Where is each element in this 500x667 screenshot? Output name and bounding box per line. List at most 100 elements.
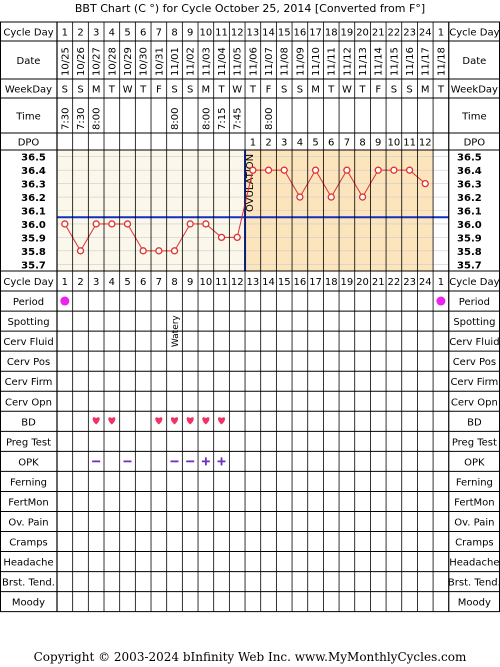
cycle_day-cell: 1 [62, 28, 68, 39]
dpo-cell: 11 [403, 138, 416, 149]
weekday-cell: T [249, 85, 257, 96]
row-label-time: Time [15, 112, 40, 123]
y-tick-label: 36.3 [21, 180, 46, 191]
date-cell: 10/27 [92, 47, 103, 76]
dpo-cell: 5 [312, 138, 318, 149]
row-label-right-time: Time [461, 112, 486, 123]
weekday-cell: T [108, 85, 116, 96]
dpo-cell: 9 [375, 138, 381, 149]
cycle-day-cell: 7 [156, 277, 162, 288]
cycle-day-cell: 24 [419, 277, 432, 288]
row-label-cycle-day: Cycle Day [3, 277, 53, 288]
date-cell: 10/28 [107, 47, 118, 76]
cycle_day-cell: 23 [403, 28, 416, 39]
row-label-right-cerv-opn: Cerv Opn [451, 397, 498, 408]
y-tick-label-right: 35.8 [457, 247, 482, 258]
row-label-right-moody: Moody [458, 598, 491, 609]
row-label-fertmon: FertMon [8, 497, 48, 508]
row-label-bd: BD [21, 417, 36, 428]
temperature-point [390, 166, 398, 174]
temperature-point [264, 166, 273, 174]
row-label-right-brst-tend-: Brst. Tend. [448, 578, 500, 589]
cycle-day-cell: 22 [388, 277, 401, 288]
y-tick-label-right: 35.9 [457, 233, 482, 244]
y-tick-label: 36.2 [21, 193, 46, 204]
chart-title: BBT Chart (C °) for Cycle October 25, 20… [74, 2, 426, 15]
y-tick-label: 35.8 [21, 247, 46, 258]
weekday-cell: F [266, 85, 272, 96]
cycle_day-cell: 18 [325, 28, 338, 39]
cycle_day-cell: 15 [278, 28, 291, 39]
cycle_day-cell: 20 [356, 28, 369, 39]
cycle-day-cell: 1 [438, 277, 444, 288]
y-tick-label-right: 36.4 [457, 166, 482, 177]
cycle_day-cell: 21 [372, 28, 385, 39]
row-label-dpo: DPO [18, 138, 40, 149]
cycle-day-cell: 14 [262, 277, 275, 288]
bd-heart-icon [186, 417, 194, 425]
bd-heart-icon [155, 417, 163, 425]
weekday-cell: S [187, 85, 193, 96]
date-cell: 11/05 [233, 47, 244, 76]
period-dot [436, 296, 446, 306]
date-cell: 11/04 [217, 47, 228, 76]
cycle-day-cell: 5 [124, 277, 130, 288]
y-tick-label-right: 36.0 [457, 220, 482, 231]
date-cell: 11/06 [248, 47, 259, 76]
cycle-day-cell: 11 [215, 277, 228, 288]
cycle-day-cell: 9 [187, 277, 193, 288]
y-tick-label: 36.5 [21, 153, 46, 164]
y-tick-label-right: 36.5 [457, 153, 482, 164]
weekday-cell: S [297, 85, 303, 96]
cycle_day-cell: 6 [140, 28, 146, 39]
temperature-point [108, 220, 116, 228]
row-label-weekday: WeekDay [5, 85, 52, 96]
weekday-cell: F [375, 85, 381, 96]
temperature-point [249, 166, 257, 174]
dpo-cell: 8 [359, 138, 365, 149]
cycle_day-cell: 7 [156, 28, 162, 39]
y-tick-label: 36.1 [21, 207, 46, 218]
cycle_day-cell: 19 [341, 28, 354, 39]
row-label-right-cerv-fluid: Cerv Fluid [449, 337, 499, 348]
cycle-day-cell: 13 [247, 277, 260, 288]
cycle-day-cell: 16 [294, 277, 307, 288]
temperature-point [217, 233, 226, 242]
cycle-day-cell: 19 [341, 277, 354, 288]
cycle-day-cell: 1 [62, 277, 68, 288]
date-cell: 11/07 [264, 47, 275, 76]
cycle-day-cell: 18 [325, 277, 338, 288]
row-label-right-preg-test: Preg Test [452, 437, 497, 448]
cycle_day-cell: 14 [262, 28, 275, 39]
row-label-right-cerv-firm: Cerv Firm [450, 377, 498, 388]
row-label-date: Date [17, 56, 41, 67]
date-cell: 11/12 [342, 47, 353, 76]
temperature-point [92, 220, 100, 228]
dpo-cell: 1 [250, 138, 256, 149]
weekday-cell: M [202, 85, 211, 96]
cycle_day-cell: 17 [309, 28, 322, 39]
weekday-cell: M [421, 85, 430, 96]
cycle-day-cell: 2 [77, 277, 83, 288]
weekday-cell: S [171, 85, 177, 96]
date-cell: 11/02 [186, 47, 197, 76]
weekday-cell: T [217, 85, 225, 96]
cycle_day-cell: 4 [109, 28, 115, 39]
dpo-cell: 7 [344, 138, 350, 149]
temperature-point [327, 193, 335, 201]
temperature-point [296, 193, 304, 201]
temperature-point [374, 166, 382, 174]
row-label-right-cerv-pos: Cerv Pos [453, 357, 496, 368]
weekday-cell: T [327, 85, 335, 96]
row-label-right-ov-pain: Ov. Pain [454, 518, 494, 529]
temperature-point [358, 193, 367, 201]
row-label-moody: Moody [12, 598, 45, 609]
date-cell: 11/17 [421, 47, 432, 76]
dpo-cell: 3 [281, 138, 287, 149]
dpo-cell: 2 [265, 138, 271, 149]
row-label-cerv-firm: Cerv Firm [5, 377, 53, 388]
row-label-right-bd: BD [467, 417, 482, 428]
time-cell: 8:00 [201, 108, 212, 130]
weekday-cell: M [92, 85, 101, 96]
